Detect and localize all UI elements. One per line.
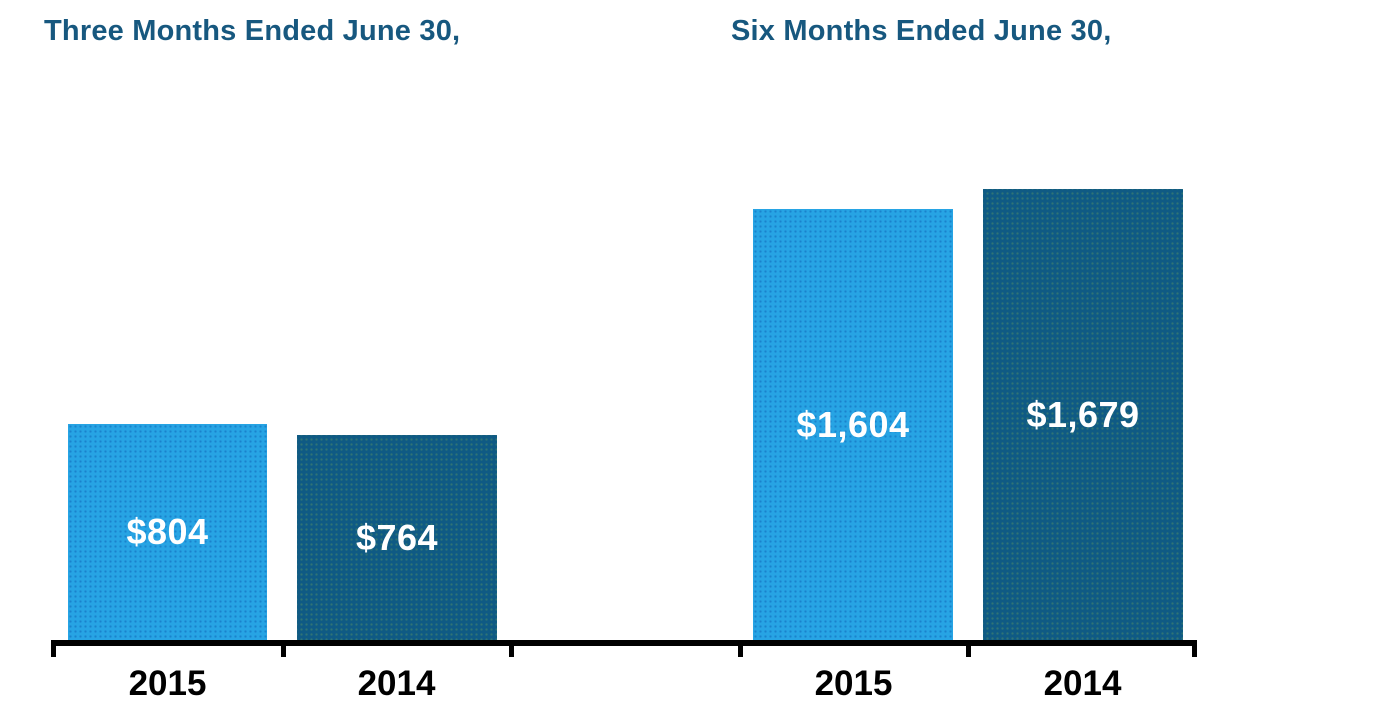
x-axis-label-three-months-2014: 2014 xyxy=(357,664,436,703)
bar-three-months-2014: $764 xyxy=(297,435,497,640)
x-axis-tick xyxy=(738,640,743,657)
x-axis-tick xyxy=(966,640,971,657)
x-axis-tick xyxy=(1192,640,1197,657)
bar-value-label: $1,679 xyxy=(1026,393,1140,435)
bar-six-months-2015: $1,604 xyxy=(753,209,953,640)
x-axis-tick xyxy=(51,640,56,657)
x-axis-line xyxy=(51,640,1197,646)
bar-value-label: $764 xyxy=(355,516,439,558)
x-axis-label-six-months-2014: 2014 xyxy=(1043,664,1122,703)
bar-value-label: $1,604 xyxy=(796,403,910,445)
bar-value-label: $804 xyxy=(126,511,209,552)
bar-six-months-2014: $1,679 xyxy=(983,189,1183,640)
group-title-six-months: Six Months Ended June 30, xyxy=(731,15,1112,47)
bar-three-months-2015: $804 xyxy=(68,424,267,640)
x-axis-label-three-months-2015: 2015 xyxy=(128,664,207,703)
x-axis-tick xyxy=(281,640,286,657)
x-axis-label-six-months-2015: 2015 xyxy=(814,664,893,703)
group-title-three-months: Three Months Ended June 30, xyxy=(44,15,461,47)
x-axis-tick xyxy=(509,640,514,657)
